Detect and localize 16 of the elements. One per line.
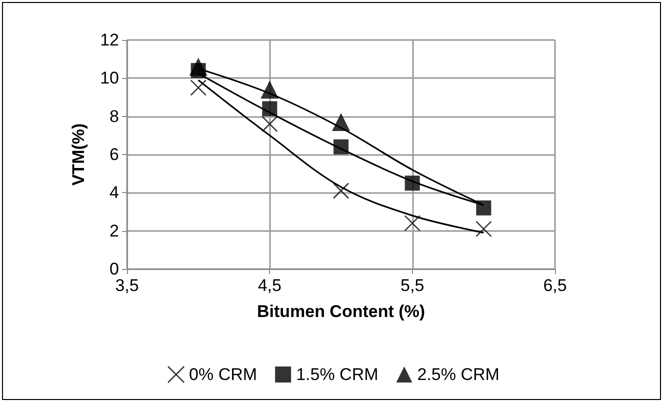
y-tick-label: 4: [110, 183, 119, 202]
y-tick-label: 8: [110, 106, 119, 126]
legend-label: 0% CRM: [189, 365, 258, 384]
x-axis-title: Bitumen Content (%): [256, 302, 426, 321]
x-tick-label: 3,5: [115, 276, 139, 295]
x-tick-label: 5,5: [400, 276, 424, 295]
x-tick-label: 6,5: [543, 276, 567, 295]
y-tick-label: 6: [110, 145, 119, 164]
legend-label: 1.5% CRM: [296, 365, 378, 384]
y-tick-label: 0: [110, 260, 119, 278]
x-tick-label: 4,5: [258, 276, 282, 295]
legend-label: 2.5% CRM: [417, 365, 500, 384]
y-axis-title: VTM(%): [69, 123, 88, 186]
y-tick-label: 2: [110, 221, 119, 240]
y-tick-label: 10: [100, 68, 119, 88]
y-tick-label: 12: [100, 30, 119, 50]
